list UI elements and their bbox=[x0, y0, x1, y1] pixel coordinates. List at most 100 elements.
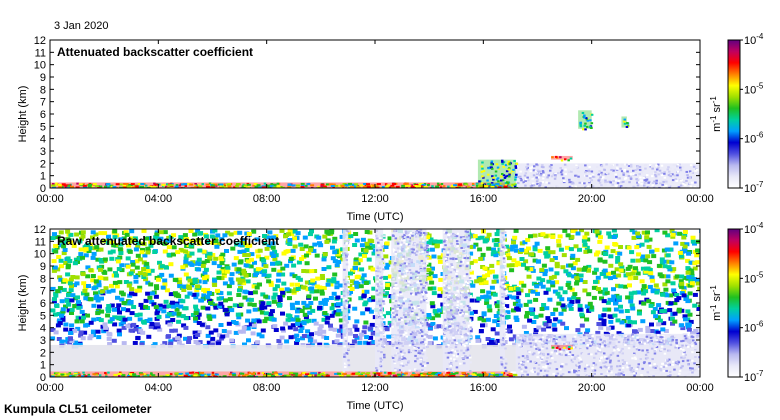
noise-pixel bbox=[491, 250, 497, 254]
feature-pixel bbox=[538, 185, 541, 188]
noise-pixel bbox=[575, 278, 580, 283]
noise-pixel bbox=[618, 262, 624, 267]
feature-pixel bbox=[411, 287, 414, 290]
noise-pixel bbox=[545, 287, 551, 292]
noise-pixel bbox=[53, 330, 59, 335]
noise-pixel bbox=[582, 267, 587, 272]
noise-pixel bbox=[682, 314, 688, 319]
noise-pixel bbox=[133, 325, 139, 329]
feature-pixel bbox=[426, 253, 429, 256]
noise-pixel bbox=[618, 268, 624, 273]
boundary-pixel bbox=[418, 183, 423, 185]
noise-pixel bbox=[288, 256, 294, 261]
noise-pixel bbox=[181, 288, 187, 292]
feature-pixel bbox=[505, 170, 509, 173]
feature-pixel bbox=[396, 375, 400, 377]
feature-pixel bbox=[423, 338, 426, 341]
feature-pixel bbox=[546, 176, 549, 179]
noise-pixel bbox=[295, 318, 301, 323]
noise-pixel bbox=[323, 297, 329, 302]
noise-pixel bbox=[202, 270, 208, 275]
noise-pixel bbox=[132, 341, 138, 345]
noise-pixel bbox=[680, 241, 686, 246]
noise-pixel bbox=[154, 286, 160, 291]
noise-pixel bbox=[697, 286, 700, 291]
noise-pixel bbox=[361, 273, 367, 278]
noise-pixel bbox=[429, 301, 435, 306]
feature-pixel bbox=[512, 168, 515, 171]
noise-pixel bbox=[368, 245, 374, 250]
feature-pixel bbox=[388, 185, 392, 188]
noise-pixel bbox=[224, 249, 229, 253]
feature-pixel bbox=[437, 184, 440, 186]
feature-pixel bbox=[481, 167, 484, 170]
noise-pixel bbox=[213, 305, 219, 310]
feature-pixel bbox=[175, 374, 178, 377]
feature-pixel bbox=[407, 272, 410, 275]
feature-pixel bbox=[375, 367, 378, 369]
noise-pixel bbox=[203, 289, 208, 294]
feature-pixel bbox=[534, 170, 538, 173]
feature-pixel bbox=[455, 281, 458, 284]
feature-pixel bbox=[577, 170, 580, 173]
noise-pixel bbox=[171, 233, 177, 238]
feature-pixel bbox=[426, 251, 429, 253]
feature-pixel bbox=[403, 351, 406, 354]
boundary-pixel bbox=[349, 186, 354, 188]
noise-pixel bbox=[592, 270, 598, 275]
noise-pixel bbox=[361, 247, 366, 252]
noise-pixel bbox=[489, 285, 495, 290]
boundary-pixel bbox=[384, 186, 389, 188]
feature-pixel bbox=[439, 186, 443, 188]
noise-pixel bbox=[650, 310, 656, 315]
feature-pixel bbox=[545, 181, 548, 184]
feature-pixel bbox=[569, 157, 573, 160]
noise-pixel bbox=[553, 317, 559, 322]
noise-pixel bbox=[235, 277, 241, 282]
feature-pixel bbox=[391, 334, 394, 337]
noise-pixel bbox=[353, 261, 359, 266]
noise-pixel bbox=[183, 256, 189, 261]
noise-pixel bbox=[299, 309, 305, 313]
feature-pixel bbox=[401, 349, 405, 352]
feature-pixel bbox=[408, 264, 411, 267]
noise-pixel bbox=[503, 281, 509, 286]
noise-pixel bbox=[384, 291, 389, 296]
noise-pixel bbox=[226, 291, 232, 296]
noise-pixel bbox=[363, 320, 369, 325]
feature-pixel bbox=[414, 242, 417, 245]
noise-pixel bbox=[668, 293, 674, 298]
boundary-pixel bbox=[403, 183, 408, 186]
noise-pixel bbox=[567, 303, 573, 308]
noise-pixel bbox=[355, 274, 361, 279]
boundary-pixel bbox=[348, 182, 352, 185]
feature-pixel bbox=[396, 368, 399, 371]
feature-pixel bbox=[446, 251, 450, 254]
boundary-pixel bbox=[134, 185, 139, 188]
feature-pixel bbox=[553, 177, 557, 180]
noise-pixel bbox=[550, 280, 556, 285]
feature-pixel bbox=[402, 266, 406, 268]
noise-pixel bbox=[565, 233, 571, 238]
feature-pixel bbox=[405, 363, 408, 366]
noise-pixel bbox=[595, 232, 601, 237]
noise-pixel bbox=[667, 247, 673, 252]
noise-pixel bbox=[281, 281, 287, 286]
feature-pixel bbox=[601, 173, 604, 176]
noise-pixel bbox=[194, 292, 200, 297]
feature-pixel bbox=[490, 160, 494, 163]
noise-pixel bbox=[689, 281, 695, 286]
feature-pixel bbox=[347, 359, 350, 362]
noise-pixel bbox=[217, 264, 223, 269]
feature-pixel bbox=[533, 165, 536, 168]
noise-pixel bbox=[578, 278, 584, 283]
feature-pixel bbox=[175, 184, 179, 187]
feature-pixel bbox=[396, 369, 399, 372]
boundary-pixel bbox=[417, 185, 421, 188]
feature-pixel bbox=[443, 284, 446, 287]
boundary-pixel bbox=[479, 186, 484, 188]
feature-pixel bbox=[419, 276, 423, 279]
noise-pixel bbox=[630, 306, 636, 311]
boundary-pixel bbox=[269, 185, 274, 188]
feature-pixel bbox=[686, 174, 689, 177]
